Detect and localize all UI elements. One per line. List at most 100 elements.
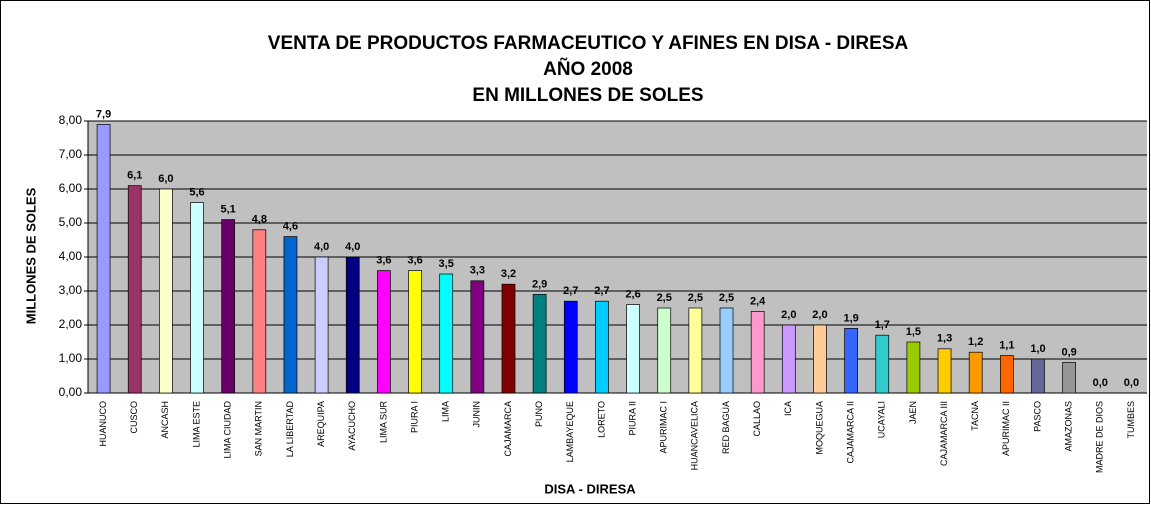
x-tick-label: LIMA CIUDAD bbox=[223, 401, 233, 459]
bar bbox=[1031, 358, 1045, 394]
data-label: 2,5 bbox=[688, 292, 703, 304]
bar bbox=[96, 124, 111, 394]
x-tick-label: LIMA bbox=[441, 401, 451, 422]
x-tick-label: AMAZONAS bbox=[1064, 401, 1074, 452]
x-tick-label: ANCASH bbox=[160, 401, 170, 439]
x-tick-label: CUSCO bbox=[129, 401, 139, 434]
y-tick-label: 6,00 bbox=[59, 181, 83, 195]
bar bbox=[221, 219, 236, 394]
x-tick-label: LIMA SUR bbox=[378, 401, 388, 444]
bar bbox=[719, 307, 734, 394]
chart-title: EN MILLONES DE SOLES bbox=[472, 85, 703, 106]
bar bbox=[906, 341, 921, 394]
x-tick-label: APURIMAC II bbox=[1001, 401, 1011, 456]
bar bbox=[750, 311, 765, 394]
bar bbox=[314, 256, 329, 394]
data-label: 0,0 bbox=[1093, 377, 1108, 389]
x-tick-label: PASCO bbox=[1032, 401, 1042, 432]
data-label: 0,0 bbox=[1124, 377, 1139, 389]
y-tick-label: 3,00 bbox=[59, 283, 83, 297]
bar bbox=[999, 355, 1014, 394]
chart-title: AÑO 2008 bbox=[543, 58, 633, 80]
data-label: 2,5 bbox=[719, 292, 734, 304]
data-label: 1,9 bbox=[843, 312, 858, 324]
data-label: 4,8 bbox=[252, 214, 267, 226]
x-tick-label: LIMA ESTE bbox=[191, 401, 201, 448]
data-label: 2,9 bbox=[532, 278, 547, 290]
bar bbox=[875, 334, 890, 394]
bar bbox=[813, 324, 827, 394]
bar bbox=[127, 185, 142, 394]
data-label: 1,0 bbox=[1030, 343, 1045, 355]
data-label: 3,5 bbox=[439, 258, 454, 270]
data-label: 3,2 bbox=[501, 268, 516, 280]
data-label: 3,3 bbox=[470, 265, 485, 277]
x-tick-label: RED BAGUA bbox=[721, 401, 731, 454]
bar bbox=[657, 307, 672, 394]
x-tick-label: UCAYALI bbox=[877, 401, 887, 438]
data-label: 3,6 bbox=[376, 255, 391, 267]
bar bbox=[532, 294, 547, 394]
bar bbox=[844, 328, 858, 394]
y-tick-label: 2,00 bbox=[59, 317, 83, 331]
y-tick-label: 8,00 bbox=[59, 113, 83, 127]
y-tick-label: 1,00 bbox=[59, 351, 83, 365]
data-label: 2,0 bbox=[781, 309, 796, 321]
bar bbox=[563, 300, 578, 394]
data-label: 4,0 bbox=[314, 241, 329, 253]
x-tick-label: CALLAO bbox=[752, 401, 762, 437]
x-tick-label: HUANCAVELICA bbox=[690, 401, 700, 470]
data-label: 1,2 bbox=[968, 336, 983, 348]
data-label: 1,7 bbox=[875, 319, 890, 331]
bar bbox=[252, 229, 267, 394]
data-label: 1,5 bbox=[906, 326, 921, 338]
x-tick-label: LAMBAYEQUE bbox=[565, 401, 575, 462]
data-label: 4,6 bbox=[283, 221, 298, 233]
bar bbox=[159, 188, 173, 394]
bar bbox=[345, 256, 360, 394]
data-label: 2,5 bbox=[657, 292, 672, 304]
y-tick-label: 7,00 bbox=[59, 147, 83, 161]
bar bbox=[408, 270, 422, 394]
bar bbox=[968, 351, 983, 394]
data-label: 5,1 bbox=[221, 204, 236, 216]
data-label: 3,6 bbox=[407, 255, 422, 267]
chart-title: VENTA DE PRODUCTOS FARMACEUTICO Y AFINES… bbox=[268, 33, 909, 54]
x-tick-label: JUNIN bbox=[472, 401, 482, 428]
bar bbox=[439, 273, 454, 394]
data-label: 1,3 bbox=[937, 333, 952, 345]
x-tick-label: AYACUCHO bbox=[347, 401, 357, 451]
bar bbox=[626, 304, 640, 394]
y-tick-label: 4,00 bbox=[59, 249, 83, 263]
data-label: 2,4 bbox=[750, 295, 766, 307]
data-label: 2,6 bbox=[625, 289, 640, 301]
data-label: 2,7 bbox=[563, 285, 578, 297]
bar bbox=[283, 236, 298, 394]
x-tick-label: TUMBES bbox=[1126, 401, 1136, 439]
x-tick-label: PIURA II bbox=[627, 401, 637, 436]
data-label: 4,0 bbox=[345, 241, 360, 253]
x-tick-label: PUNO bbox=[534, 401, 544, 427]
x-tick-label: LORETO bbox=[596, 401, 606, 438]
bar bbox=[470, 280, 485, 394]
data-label: 7,9 bbox=[96, 108, 111, 120]
data-label: 6,1 bbox=[127, 170, 142, 182]
x-tick-label: JAEN bbox=[908, 401, 918, 424]
x-tick-label: CAJAMARCA III bbox=[939, 401, 949, 466]
data-label: 6,0 bbox=[158, 173, 173, 185]
x-tick-label: CAJAMARCA II bbox=[845, 401, 855, 464]
x-tick-label: ICA bbox=[783, 401, 793, 416]
y-tick-label: 5,00 bbox=[59, 215, 83, 229]
x-axis-label: DISA - DIRESA bbox=[544, 481, 636, 496]
bar bbox=[688, 307, 703, 394]
data-label: 1,1 bbox=[999, 340, 1014, 352]
x-tick-label: PIURA I bbox=[409, 401, 419, 433]
y-axis-label: MILLONES DE SOLES bbox=[23, 187, 38, 324]
bar bbox=[501, 283, 516, 394]
data-label: 5,6 bbox=[189, 187, 204, 199]
x-tick-label: MADRE DE DIOS bbox=[1095, 401, 1105, 473]
bar bbox=[595, 300, 609, 394]
x-tick-label: SAN MARTIN bbox=[254, 401, 264, 456]
bar bbox=[1062, 362, 1076, 394]
